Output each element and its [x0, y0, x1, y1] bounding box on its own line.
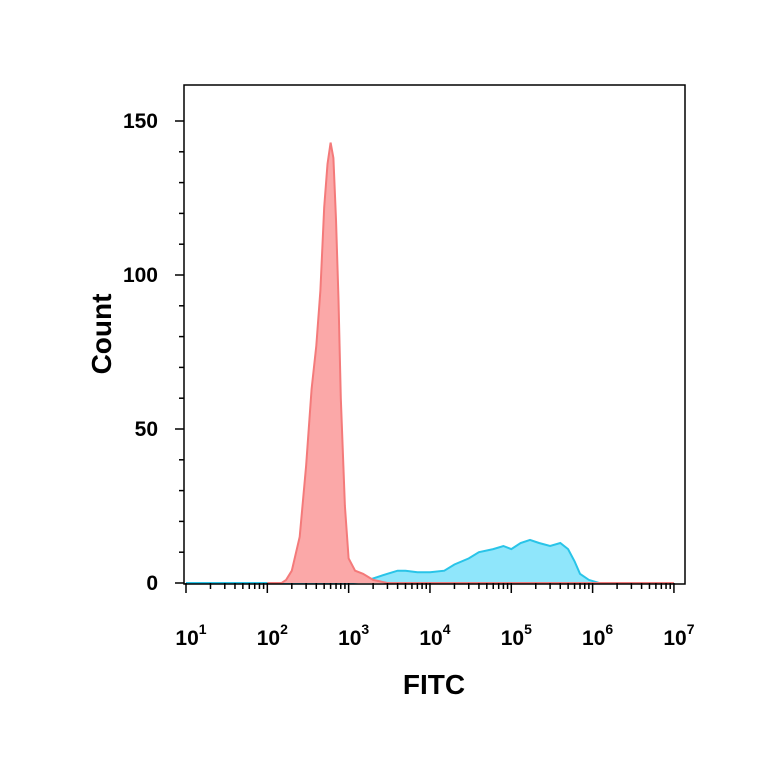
histogram-area-2: [186, 539, 674, 583]
x-tick-label: 104: [419, 621, 450, 650]
histogram-line-2: [186, 538, 674, 584]
histogram-area-1: [267, 142, 674, 583]
y-tick-label: 100: [123, 264, 158, 287]
x-tick-label: 101: [175, 621, 206, 650]
plot-layer: [186, 142, 674, 584]
y-axis-title: Count: [86, 294, 117, 375]
plot-frame: [183, 84, 686, 585]
y-tick-label: 150: [123, 110, 158, 133]
y-tick-label: 50: [135, 418, 158, 441]
x-tick-label: 103: [338, 621, 369, 650]
y-tick-label: 0: [146, 572, 158, 595]
x-axis-title: FITC: [403, 669, 465, 700]
histogram-line-1: [267, 142, 674, 584]
x-tick-label: 106: [582, 621, 613, 650]
x-tick-label: 105: [501, 621, 532, 650]
axes-layer: 0 50 100 150 101 102 103 104 105 106 107: [123, 110, 695, 650]
x-tick-label: 107: [663, 621, 694, 650]
x-tick-label: 102: [257, 621, 288, 650]
